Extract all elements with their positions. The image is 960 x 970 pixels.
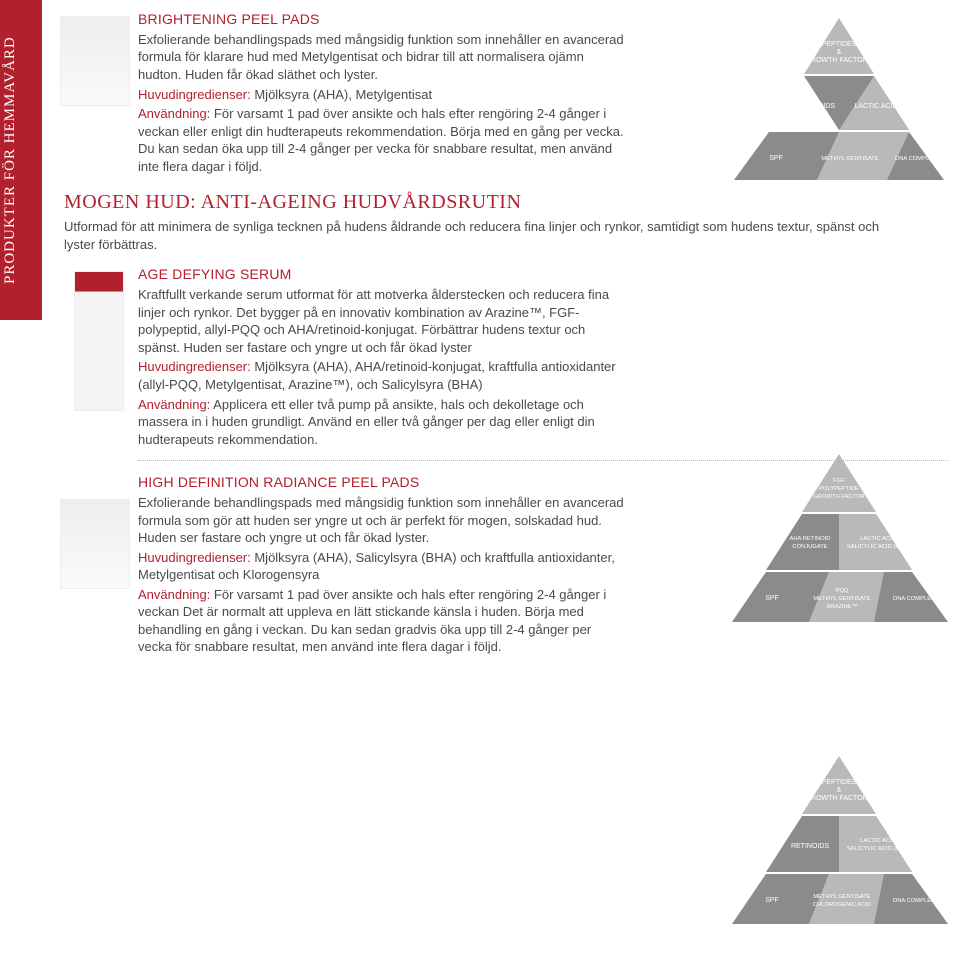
section-title: MOGEN HUD: ANTI-AGEING HUDVÅRDSRUTIN: [64, 189, 950, 216]
svg-text:PEPTIDES: PEPTIDES: [822, 41, 857, 48]
product-usage: Användning: För varsamt 1 pad över ansik…: [138, 586, 624, 656]
section-intro: Utformad för att minimera de synliga tec…: [64, 218, 884, 253]
ingredient-pyramid-3: PEPTIDES & GROWTH FACTORS RETINOIDS LACT…: [724, 750, 954, 930]
svg-text:SPF: SPF: [765, 595, 779, 602]
svg-text:POLYPEPTIDE: POLYPEPTIDE: [819, 486, 859, 492]
product-description: Kraftfullt verkande serum utformat för a…: [138, 286, 624, 356]
svg-text:RETINOIDS: RETINOIDS: [791, 843, 829, 850]
svg-text:SPF: SPF: [765, 897, 779, 904]
product-ingredients: Huvudingredienser: Mjölksyra (AHA), Mety…: [138, 86, 624, 104]
usage-text: För varsamt 1 pad över ansikte och hals …: [138, 106, 624, 174]
product-usage: Användning: Applicera ett eller två pump…: [138, 396, 624, 449]
svg-text:GROWTH FACTORS: GROWTH FACTORS: [806, 57, 873, 64]
svg-text:METHYL GENTISATE: METHYL GENTISATE: [813, 894, 870, 900]
ingredients-text: Mjölksyra (AHA), Metylgentisat: [251, 87, 432, 102]
svg-text:METHYL GENTISATE: METHYL GENTISATE: [813, 596, 870, 602]
svg-text:METHYL GENTISATE: METHYL GENTISATE: [821, 156, 878, 162]
product-description: Exfolierande behandlingspads med mångsid…: [138, 31, 624, 84]
svg-text:PQQ: PQQ: [836, 588, 849, 594]
product-image-placeholder: [60, 499, 130, 589]
svg-text:GROWTH FACTORS: GROWTH FACTORS: [806, 795, 873, 802]
product-title: AGE DEFYING SERUM: [138, 265, 624, 284]
svg-text:SALICYLIC ACID (BHA): SALICYLIC ACID (BHA): [847, 846, 909, 852]
svg-text:CONJUGATE: CONJUGATE: [792, 544, 827, 550]
svg-text:SALICYLIC ACID (BHA): SALICYLIC ACID (BHA): [847, 544, 909, 550]
svg-text:&: &: [837, 787, 842, 794]
product-title: BRIGHTENING PEEL PADS: [138, 10, 624, 29]
svg-text:CHLOROGENIC ACID: CHLOROGENIC ACID: [813, 902, 871, 908]
svg-text:AHA RETINOID: AHA RETINOID: [790, 536, 831, 542]
product-description: Exfolierande behandlingspads med mångsid…: [138, 494, 624, 547]
svg-text:DNA COMPLEX: DNA COMPLEX: [895, 156, 937, 162]
ingredients-label: Huvudingredienser:: [138, 550, 251, 565]
sidebar-category-tag: PRODUKTER FÖR HEMMAVÅRD: [0, 0, 42, 320]
ingredient-pyramid-1: PEPTIDES & GROWTH FACTORS RETINOIDS LACT…: [724, 12, 954, 182]
svg-text:DNA COMPLEX: DNA COMPLEX: [893, 898, 935, 904]
ingredients-label: Huvudingredienser:: [138, 87, 251, 102]
product-age-defying-serum: AGE DEFYING SERUM Kraftfullt verkande se…: [64, 265, 950, 448]
svg-text:SPF: SPF: [769, 155, 783, 162]
product-image-placeholder: [60, 16, 130, 106]
svg-text:ARAZINE™: ARAZINE™: [827, 604, 858, 610]
svg-text:LACTIC ACID: LACTIC ACID: [854, 103, 897, 110]
svg-text:RETINOIDS: RETINOIDS: [797, 103, 835, 110]
ingredient-pyramid-2: FGF POLYPEPTIDE GROWTH FACTOR AHA RETINO…: [724, 448, 954, 628]
product-usage: Användning: För varsamt 1 pad över ansik…: [138, 105, 624, 175]
product-ingredients: Huvudingredienser: Mjölksyra (AHA), AHA/…: [138, 358, 624, 393]
usage-label: Användning:: [138, 397, 210, 412]
usage-label: Användning:: [138, 587, 210, 602]
product-image-placeholder: [74, 271, 124, 411]
svg-text:LACTIC ACID: LACTIC ACID: [860, 536, 896, 542]
svg-text:GROWTH FACTOR: GROWTH FACTOR: [813, 494, 864, 500]
svg-text:PEPTIDES: PEPTIDES: [822, 779, 857, 786]
ingredients-label: Huvudingredienser:: [138, 359, 251, 374]
svg-text:&: &: [837, 49, 842, 56]
usage-label: Användning:: [138, 106, 210, 121]
svg-text:DNA COMPLEX: DNA COMPLEX: [893, 596, 935, 602]
product-title: HIGH DEFINITION RADIANCE PEEL PADS: [138, 473, 624, 492]
product-ingredients: Huvudingredienser: Mjölksyra (AHA), Sali…: [138, 549, 624, 584]
svg-text:FGF: FGF: [833, 478, 845, 484]
svg-text:LACTIC ACID: LACTIC ACID: [860, 838, 896, 844]
